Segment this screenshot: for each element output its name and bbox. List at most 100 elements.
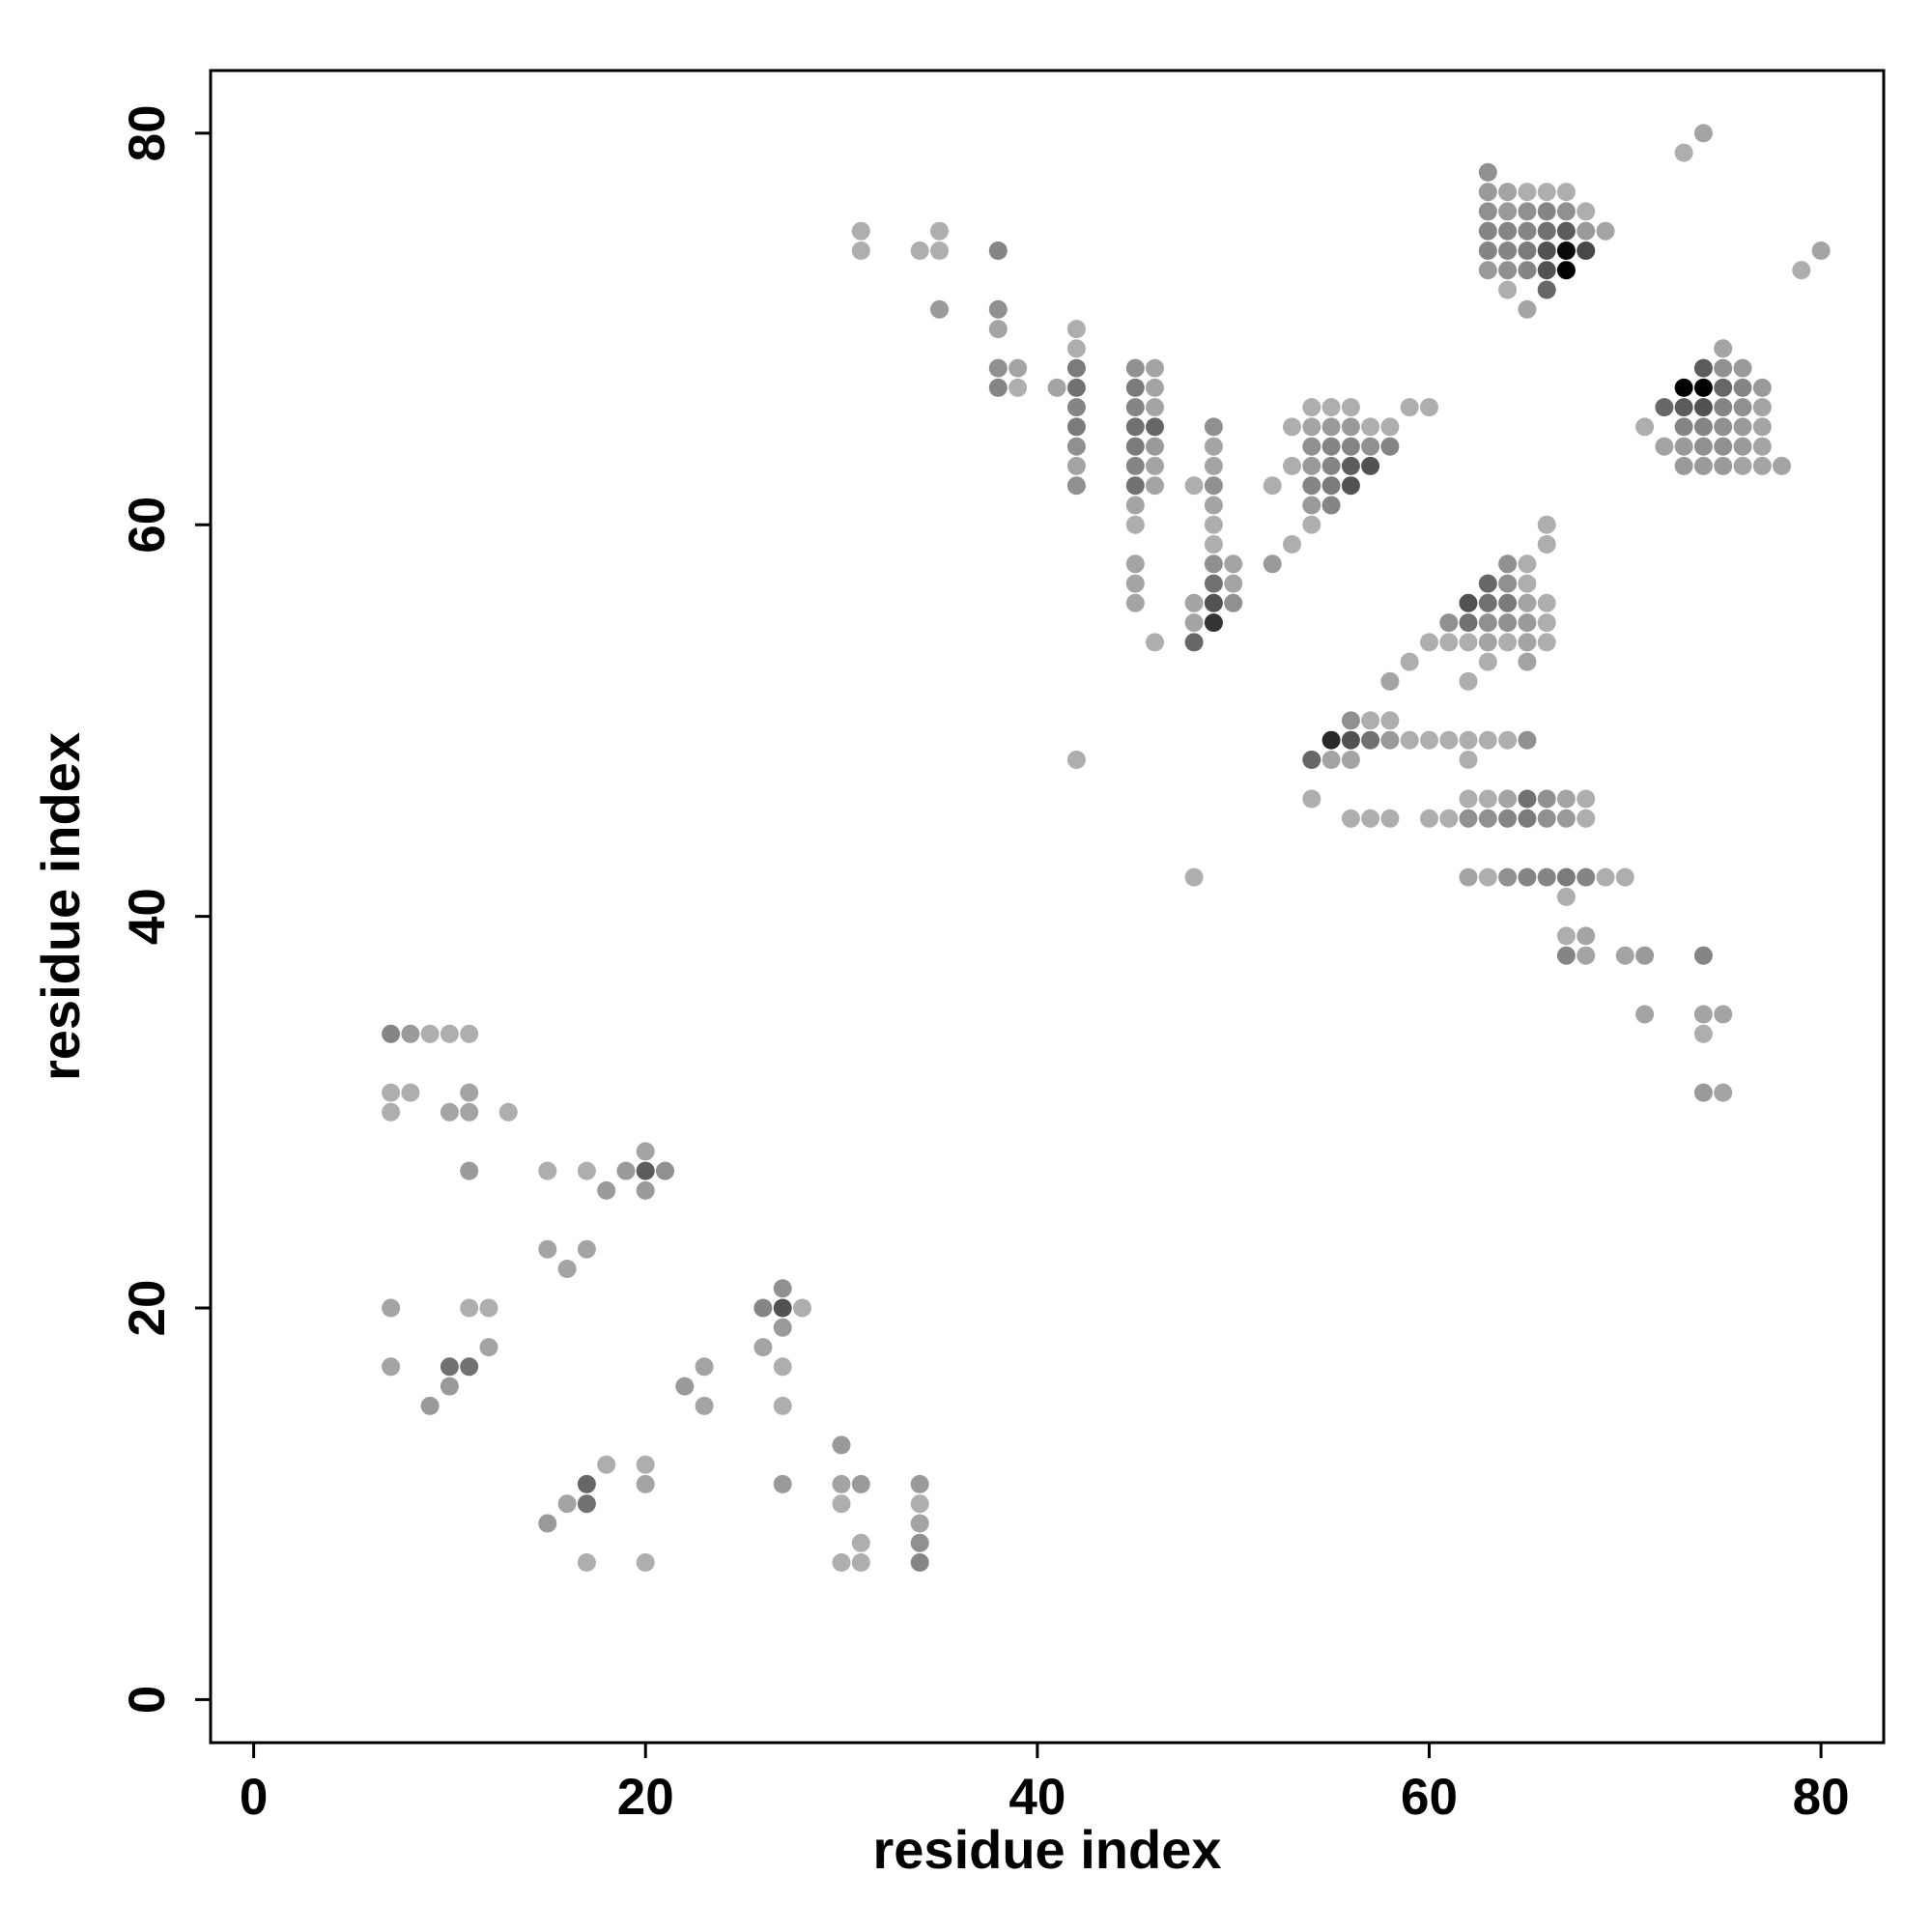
data-point-37: [440, 1377, 459, 1396]
data-point-209: [1380, 809, 1400, 828]
data-point-79: [1047, 378, 1066, 397]
data-point-153: [1321, 476, 1341, 496]
data-point-214: [1498, 809, 1518, 828]
data-point-5: [382, 1083, 401, 1102]
plot-frame: [209, 69, 1886, 1745]
data-point-12: [460, 1161, 479, 1180]
data-point-235: [1615, 867, 1634, 887]
x-tick-label-80: 80: [1793, 1769, 1850, 1826]
data-point-88: [1066, 476, 1086, 496]
data-point-233: [1577, 867, 1596, 887]
data-point-98: [1125, 437, 1145, 456]
data-point-62: [910, 1494, 929, 1514]
data-point-22: [577, 1239, 596, 1259]
data-point-313: [1752, 437, 1772, 456]
data-point-247: [1693, 1024, 1713, 1043]
data-point-100: [1125, 456, 1145, 475]
data-point-126: [1204, 613, 1223, 633]
x-axis-label: residue index: [872, 1819, 1221, 1880]
data-point-195: [1537, 593, 1556, 612]
data-point-17: [656, 1161, 674, 1180]
data-point-255: [1556, 183, 1576, 202]
data-point-285: [1792, 261, 1811, 280]
data-point-131: [1283, 456, 1301, 475]
y-axis-label: residue index: [30, 732, 91, 1081]
data-point-250: [1478, 162, 1497, 182]
data-point-166: [1420, 730, 1438, 750]
data-point-196: [1478, 574, 1497, 593]
data-point-38: [753, 1338, 773, 1357]
data-point-148: [1302, 456, 1321, 475]
data-point-251: [1478, 183, 1497, 202]
data-point-36: [420, 1396, 440, 1415]
data-point-76: [1009, 358, 1028, 378]
data-point-146: [1361, 437, 1380, 456]
data-point-290: [1733, 358, 1752, 378]
data-point-67: [851, 242, 870, 260]
data-point-75: [988, 358, 1008, 378]
data-point-189: [1518, 613, 1537, 633]
data-point-257: [1498, 202, 1518, 221]
data-point-191: [1459, 593, 1478, 612]
data-point-7: [460, 1083, 479, 1102]
data-point-34: [460, 1357, 479, 1377]
data-point-86: [1066, 437, 1086, 456]
data-point-96: [1125, 417, 1145, 437]
data-point-293: [1714, 378, 1733, 397]
data-point-169: [1478, 730, 1497, 750]
data-point-236: [1556, 887, 1576, 906]
data-point-295: [1752, 378, 1772, 397]
data-point-122: [1184, 593, 1204, 612]
data-point-64: [910, 1533, 929, 1552]
data-point-317: [1733, 456, 1752, 475]
data-point-58: [851, 1533, 870, 1552]
data-point-276: [1498, 261, 1518, 280]
data-point-101: [1146, 456, 1164, 475]
data-point-301: [1752, 398, 1772, 417]
data-point-232: [1556, 867, 1576, 887]
data-point-310: [1693, 437, 1713, 456]
data-point-319: [1773, 456, 1791, 475]
y-tick-label-40: 40: [119, 888, 176, 945]
data-point-121: [1224, 574, 1243, 593]
data-point-190: [1537, 613, 1556, 633]
data-point-57: [832, 1494, 851, 1514]
data-point-193: [1498, 593, 1518, 612]
data-point-305: [1714, 417, 1733, 437]
data-point-123: [1204, 593, 1223, 612]
data-point-172: [1341, 711, 1360, 730]
data-point-272: [1537, 242, 1556, 260]
data-point-80: [1066, 320, 1086, 339]
data-point-103: [1146, 476, 1164, 496]
data-point-138: [1302, 417, 1321, 437]
data-point-178: [1420, 633, 1438, 652]
data-point-42: [695, 1396, 714, 1415]
data-point-161: [1321, 730, 1341, 750]
data-point-253: [1518, 183, 1537, 202]
data-point-89: [1066, 751, 1086, 769]
data-point-243: [1693, 946, 1713, 965]
data-point-294: [1733, 378, 1752, 397]
data-point-296: [1655, 398, 1674, 417]
data-point-181: [1478, 633, 1497, 652]
data-point-15: [616, 1161, 636, 1180]
data-point-29: [793, 1298, 811, 1318]
data-point-218: [1577, 809, 1596, 828]
data-point-177: [1400, 652, 1419, 671]
data-point-143: [1302, 437, 1321, 456]
data-point-43: [773, 1396, 792, 1415]
data-point-45: [577, 1474, 596, 1493]
data-point-262: [1478, 221, 1497, 241]
data-point-264: [1518, 221, 1537, 241]
data-point-109: [1146, 633, 1164, 652]
data-point-105: [1125, 515, 1145, 534]
data-point-77: [988, 378, 1008, 397]
data-point-238: [1577, 926, 1596, 946]
data-point-60: [851, 1553, 870, 1572]
data-point-63: [910, 1514, 929, 1533]
data-point-212: [1459, 809, 1478, 828]
data-point-308: [1655, 437, 1674, 456]
data-point-72: [988, 242, 1008, 260]
y-tick-label-0: 0: [119, 1686, 176, 1714]
data-point-225: [1577, 789, 1596, 809]
